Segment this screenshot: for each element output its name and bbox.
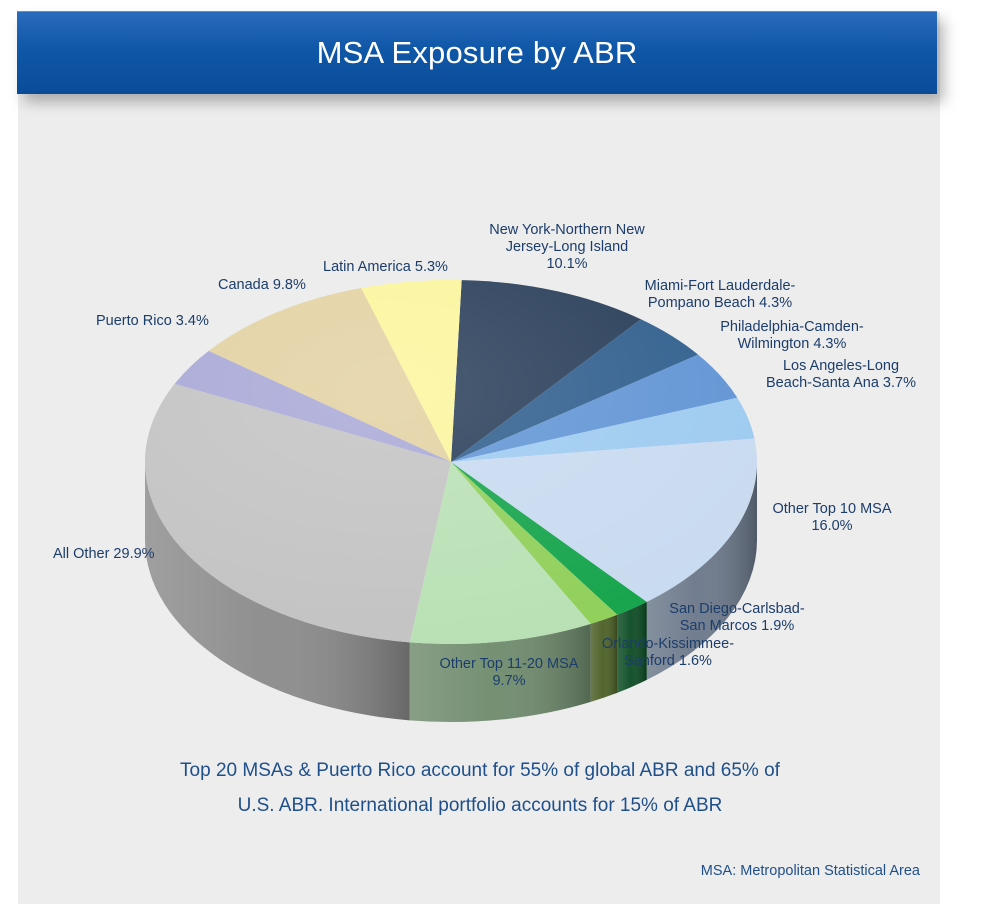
slice-label-line: Jersey-Long Island — [506, 239, 629, 255]
slice-label-line: Other Top 11-20 MSA — [440, 656, 579, 672]
page-title: MSA Exposure by ABR — [316, 35, 638, 70]
slice-label-line: Orlando-Kissimmee- — [602, 636, 734, 652]
slice-label-3: Los Angeles-Long Beach-Santa Ana 3.7% — [766, 358, 916, 391]
slice-label-line: Puerto Rico 3.4% — [96, 313, 209, 329]
footnote: MSA: Metropolitan Statistical Area — [700, 863, 920, 879]
slice-label-line: San Diego-Carlsbad- — [669, 601, 805, 617]
slice-label-line: Miami-Fort Lauderdale- — [645, 278, 796, 294]
slice-label-line: New York-Northern New — [489, 222, 645, 238]
slice-label-line: Other Top 10 MSA — [772, 501, 891, 517]
title-banner: MSA Exposure by ABR — [17, 11, 937, 94]
summary-line-2: U.S. ABR. International portfolio accoun… — [237, 795, 723, 816]
slice-label-line: Philadelphia-Camden- — [720, 319, 864, 335]
pie-side-shade-7 — [409, 623, 591, 722]
slice-label-7: Other Top 11-20 MSA 9.7% — [440, 656, 579, 689]
pie-sides — [145, 462, 757, 722]
pie-top-shine — [145, 280, 757, 644]
pie-side-shade-6 — [590, 614, 618, 702]
slice-label-9: Puerto Rico 3.4% — [96, 313, 209, 329]
slice-label-line: San Marcos 1.9% — [680, 618, 795, 634]
slice-label-line: 10.1% — [546, 256, 587, 272]
slice-label-2: Philadelphia-Camden-Wilmington 4.3% — [720, 319, 864, 352]
slice-label-5: San Diego-Carlsbad-San Marcos 1.9% — [669, 601, 805, 634]
slice-label-8: All Other 29.9% — [53, 546, 155, 562]
slice-label-line: All Other 29.9% — [53, 546, 155, 562]
pie-side-shade-8 — [145, 462, 410, 721]
slice-label-line: 16.0% — [811, 518, 852, 534]
slice-label-line: Beach-Santa Ana 3.7% — [766, 375, 916, 391]
slice-label-6: Orlando-Kissimmee-Sanford 1.6% — [602, 636, 734, 669]
slice-label-line: 9.7% — [492, 673, 525, 689]
slice-label-line: Pompano Beach 4.3% — [648, 295, 792, 311]
summary-line-1: Top 20 MSAs & Puerto Rico account for 55… — [180, 760, 780, 781]
slice-label-10: Canada 9.8% — [218, 277, 306, 293]
slice-label-line: Los Angeles-Long — [783, 358, 899, 374]
slice-label-line: Canada 9.8% — [218, 277, 306, 293]
slice-label-line: Latin America 5.3% — [323, 259, 448, 275]
pie-tops — [145, 280, 757, 645]
slice-label-1: Miami-Fort Lauderdale-Pompano Beach 4.3% — [645, 278, 796, 311]
slice-label-0: New York-Northern New Jersey-Long Island 1… — [489, 222, 645, 272]
pie-labels: New York-Northern New Jersey-Long Island 1… — [53, 222, 916, 689]
pie-side-shade-5 — [617, 601, 647, 693]
pie-side-shade-4 — [646, 462, 757, 680]
slice-label-line: Sanford 1.6% — [624, 653, 712, 669]
slice-label-4: Other Top 10 MSA 16.0% — [772, 501, 891, 534]
slice-label-line: Wilmington 4.3% — [738, 336, 847, 352]
slice-label-11: Latin America 5.3% — [323, 259, 448, 275]
